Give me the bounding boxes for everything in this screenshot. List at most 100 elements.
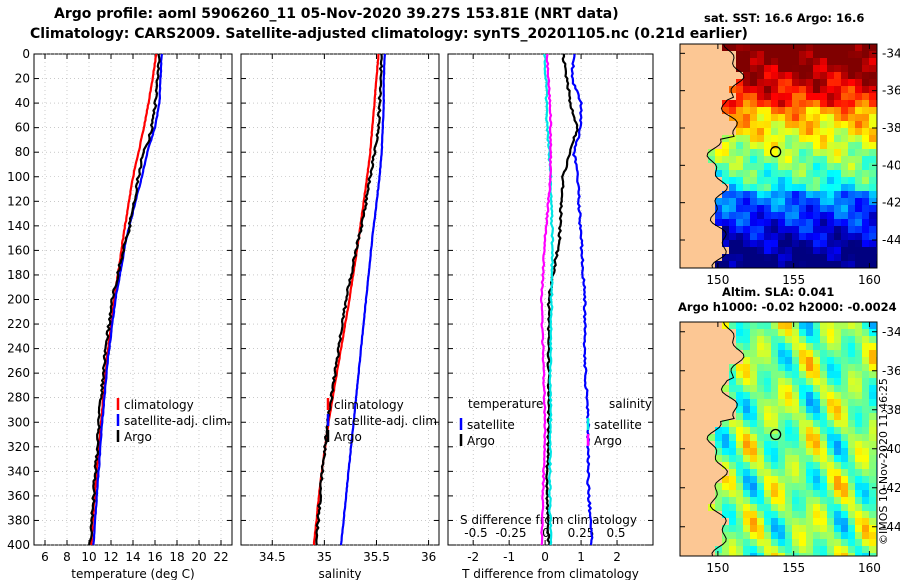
map-cell <box>750 336 758 344</box>
map-cell <box>764 198 772 206</box>
map-cell <box>750 322 758 330</box>
map-cell <box>757 58 765 66</box>
map-cell <box>785 434 793 442</box>
map-cell <box>806 364 814 372</box>
map-cell <box>855 497 863 505</box>
map-cell <box>729 357 737 365</box>
map-cell <box>687 455 695 463</box>
map-cell <box>820 343 828 351</box>
map-cell <box>792 497 800 505</box>
map-cell <box>778 392 786 400</box>
map-cell <box>764 490 772 498</box>
map-cell <box>862 177 870 185</box>
map-cell <box>743 434 751 442</box>
map-cell <box>841 72 849 80</box>
map-cell <box>862 532 870 540</box>
map-cell <box>813 497 821 505</box>
map-cell <box>757 420 765 428</box>
map-cell <box>687 86 695 94</box>
map-cell <box>694 219 702 227</box>
map-cell <box>778 378 786 386</box>
map-cell <box>841 86 849 94</box>
map-cell <box>841 553 849 556</box>
map-cell <box>715 212 723 220</box>
map-cell <box>757 329 765 337</box>
map-cell <box>813 205 821 213</box>
map-cell <box>708 329 716 337</box>
map-cell <box>722 532 730 540</box>
map-cell <box>771 392 779 400</box>
map-y-tick-label: -34 <box>882 325 900 339</box>
map-cell <box>687 100 695 108</box>
map-cell <box>687 525 695 533</box>
map-cell <box>764 240 772 248</box>
map-cell <box>736 378 744 386</box>
map-cell <box>687 483 695 491</box>
map-cell <box>715 371 723 379</box>
map-cell <box>771 357 779 365</box>
map-cell <box>785 156 793 164</box>
map-cell <box>869 518 877 526</box>
map-cell <box>841 546 849 554</box>
map-cell <box>806 240 814 248</box>
map-cell <box>757 539 765 547</box>
map-cell <box>722 434 730 442</box>
map-cell <box>778 462 786 470</box>
map-cell <box>715 58 723 66</box>
map-cell <box>764 343 772 351</box>
map-cell <box>680 413 688 421</box>
map-cell <box>743 93 751 101</box>
map-cell <box>680 532 688 540</box>
map-cell <box>771 476 779 484</box>
map-cell <box>834 490 842 498</box>
map-cell <box>792 135 800 143</box>
map-cell <box>757 163 765 171</box>
map-cell <box>869 448 877 456</box>
map-cell <box>785 364 793 372</box>
map-cell <box>687 170 695 178</box>
map-cell <box>827 191 835 199</box>
map-cell <box>862 107 870 115</box>
map-cell <box>841 455 849 463</box>
map-cell <box>771 546 779 554</box>
map-cell <box>750 420 758 428</box>
map-cell <box>813 329 821 337</box>
map-cell <box>757 128 765 136</box>
map-cell <box>827 385 835 393</box>
map-cell <box>743 343 751 351</box>
map-cell <box>799 504 807 512</box>
map-cell <box>750 490 758 498</box>
map-cell <box>764 114 772 122</box>
map-cell <box>813 100 821 108</box>
map-cell <box>869 385 877 393</box>
map-cell <box>834 476 842 484</box>
map-cell <box>820 427 828 435</box>
map-cell <box>680 121 688 129</box>
map-cell <box>694 65 702 73</box>
map-cell <box>750 350 758 358</box>
map-cell <box>785 226 793 234</box>
map-cell <box>799 128 807 136</box>
map-cell <box>806 385 814 393</box>
map-cell <box>750 205 758 213</box>
map-cell <box>869 350 877 358</box>
map-cell <box>722 497 730 505</box>
map-cell <box>757 476 765 484</box>
map-cell <box>827 399 835 407</box>
map-cell <box>799 114 807 122</box>
map-cell <box>764 518 772 526</box>
map-cell <box>743 371 751 379</box>
map-cell <box>736 518 744 526</box>
map-cell <box>750 135 758 143</box>
coastline <box>706 322 745 556</box>
x-tick-label: 18 <box>169 550 184 564</box>
map-cell <box>862 364 870 372</box>
map-cell <box>778 212 786 220</box>
map-cell <box>848 93 856 101</box>
map-cell <box>813 72 821 80</box>
map-cell <box>820 462 828 470</box>
map-cell <box>806 504 814 512</box>
map-cell <box>862 51 870 59</box>
map-cell <box>848 371 856 379</box>
map-cell <box>799 336 807 344</box>
